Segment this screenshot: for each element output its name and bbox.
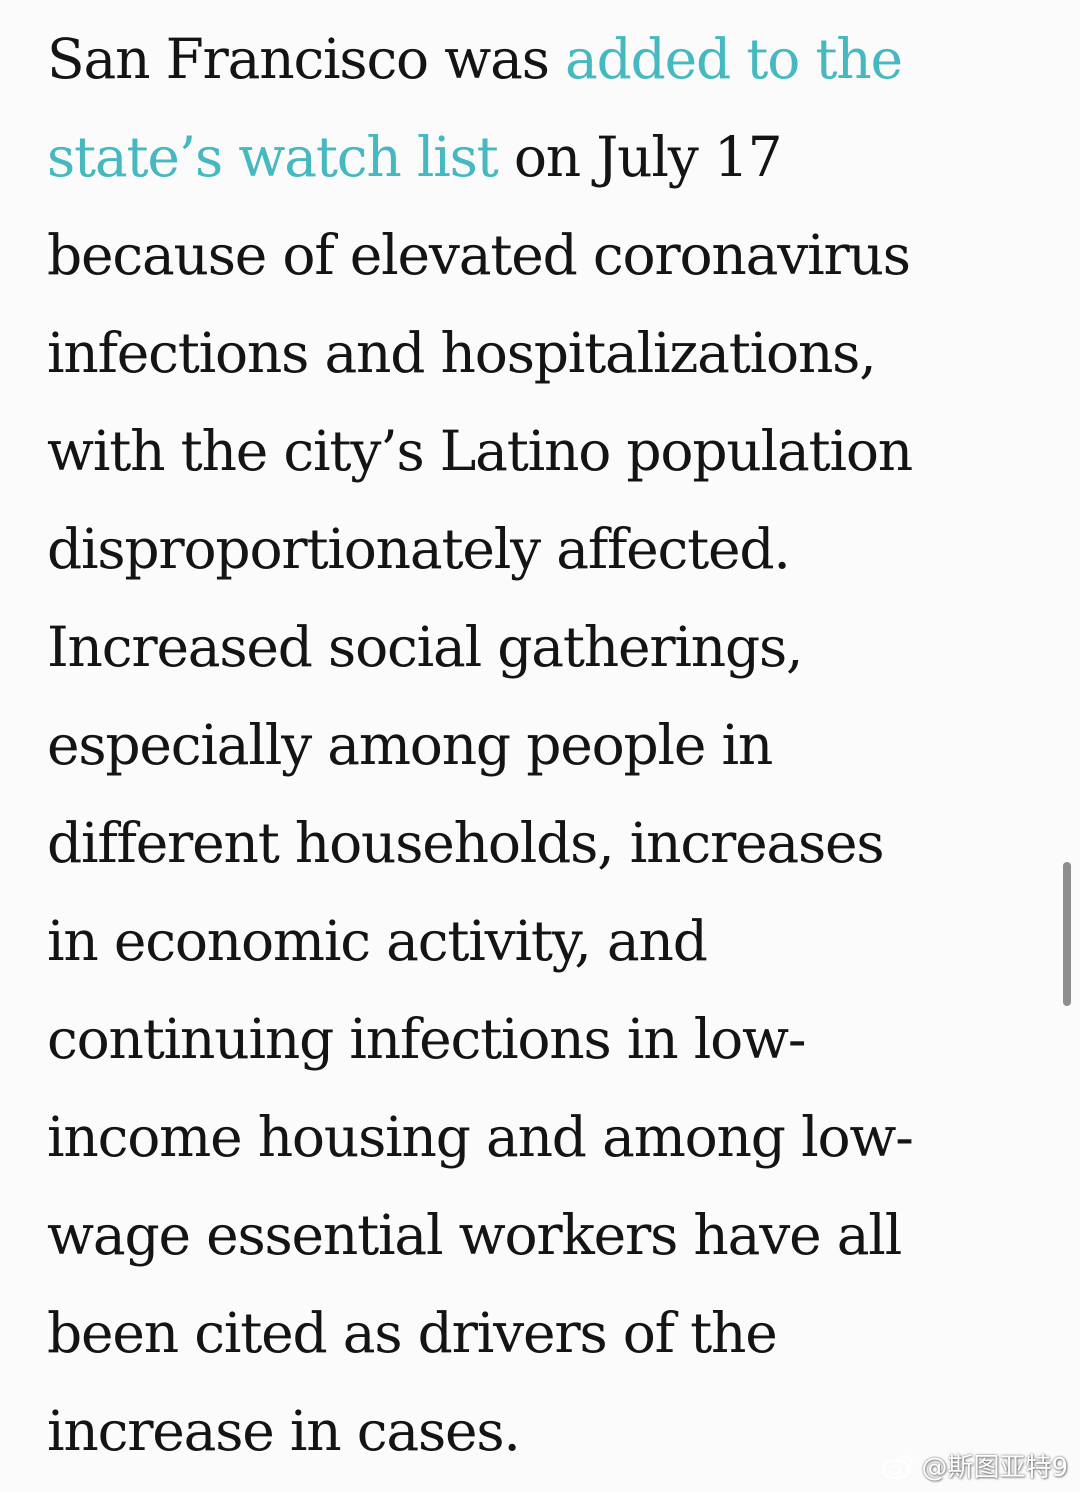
- article-paragraph: San Francisco was added to the state’s w…: [47, 10, 1047, 1480]
- text-line: increase in cases.: [47, 1382, 1047, 1480]
- text-line: Increased social gatherings,: [47, 598, 1047, 696]
- text-segment: income housing and among low-: [47, 1105, 914, 1169]
- text-line: wage essential workers have all: [47, 1186, 1047, 1284]
- text-line: continuing infections in low-: [47, 990, 1047, 1088]
- text-segment: continuing infections in low-: [47, 1007, 806, 1071]
- watermark: @斯图亚特9: [881, 1447, 1068, 1484]
- text-segment: different households, increases: [47, 811, 885, 875]
- text-line: income housing and among low-: [47, 1088, 1047, 1186]
- text-segment: been cited as drivers of the: [47, 1301, 778, 1365]
- text-line: especially among people in: [47, 696, 1047, 794]
- text-line: state’s watch list on July 17: [47, 108, 1047, 206]
- text-segment: because of elevated coronavirus: [47, 223, 911, 287]
- scrollbar-thumb[interactable]: [1063, 862, 1071, 1006]
- text-segment: disproportionately affected.: [47, 517, 791, 581]
- text-segment: especially among people in: [47, 713, 773, 777]
- text-segment: San Francisco was: [47, 27, 566, 91]
- text-segment: Increased social gatherings,: [47, 615, 804, 679]
- text-segment: wage essential workers have all: [47, 1203, 902, 1267]
- text-segment: on July 17: [497, 125, 783, 189]
- text-line: infections and hospitalizations,: [47, 304, 1047, 402]
- text-line: because of elevated coronavirus: [47, 206, 1047, 304]
- text-line: with the city’s Latino population: [47, 402, 1047, 500]
- weibo-icon: [881, 1452, 915, 1480]
- text-line: in economic activity, and: [47, 892, 1047, 990]
- text-segment: with the city’s Latino population: [47, 419, 913, 483]
- text-segment: in economic activity, and: [47, 909, 708, 973]
- text-segment: infections and hospitalizations,: [47, 321, 877, 385]
- article-body: San Francisco was added to the state’s w…: [47, 10, 1047, 1480]
- text-line: been cited as drivers of the: [47, 1284, 1047, 1382]
- watch-list-link[interactable]: state’s watch list: [47, 125, 499, 189]
- text-line: disproportionately affected.: [47, 500, 1047, 598]
- watermark-text: @斯图亚特9: [921, 1453, 1068, 1483]
- text-line: San Francisco was added to the: [47, 10, 1047, 108]
- text-line: different households, increases: [47, 794, 1047, 892]
- watch-list-link[interactable]: added to the: [565, 27, 903, 91]
- text-segment: increase in cases.: [47, 1399, 521, 1463]
